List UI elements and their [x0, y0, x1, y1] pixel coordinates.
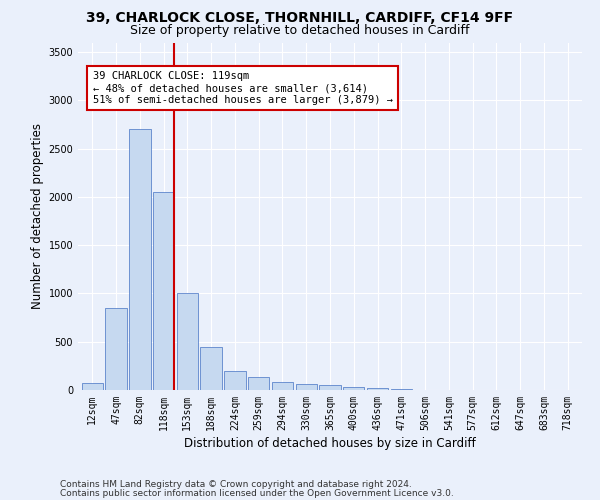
Text: 39 CHARLOCK CLOSE: 119sqm
← 48% of detached houses are smaller (3,614)
51% of se: 39 CHARLOCK CLOSE: 119sqm ← 48% of detac…: [92, 72, 392, 104]
Bar: [248, 378, 269, 390]
Bar: [272, 382, 293, 390]
Text: Contains public sector information licensed under the Open Government Licence v3: Contains public sector information licen…: [60, 489, 454, 498]
X-axis label: Distribution of detached houses by size in Cardiff: Distribution of detached houses by size …: [184, 437, 476, 450]
Bar: [319, 385, 341, 390]
Bar: [153, 192, 174, 390]
Bar: [176, 294, 198, 390]
Text: Size of property relative to detached houses in Cardiff: Size of property relative to detached ho…: [130, 24, 470, 37]
Bar: [129, 130, 151, 390]
Bar: [296, 384, 317, 390]
Bar: [367, 388, 388, 390]
Bar: [200, 346, 222, 390]
Y-axis label: Number of detached properties: Number of detached properties: [31, 123, 44, 309]
Bar: [224, 370, 245, 390]
Bar: [343, 386, 364, 390]
Bar: [391, 389, 412, 390]
Bar: [82, 383, 103, 390]
Text: 39, CHARLOCK CLOSE, THORNHILL, CARDIFF, CF14 9FF: 39, CHARLOCK CLOSE, THORNHILL, CARDIFF, …: [86, 11, 514, 25]
Text: Contains HM Land Registry data © Crown copyright and database right 2024.: Contains HM Land Registry data © Crown c…: [60, 480, 412, 489]
Bar: [106, 308, 127, 390]
